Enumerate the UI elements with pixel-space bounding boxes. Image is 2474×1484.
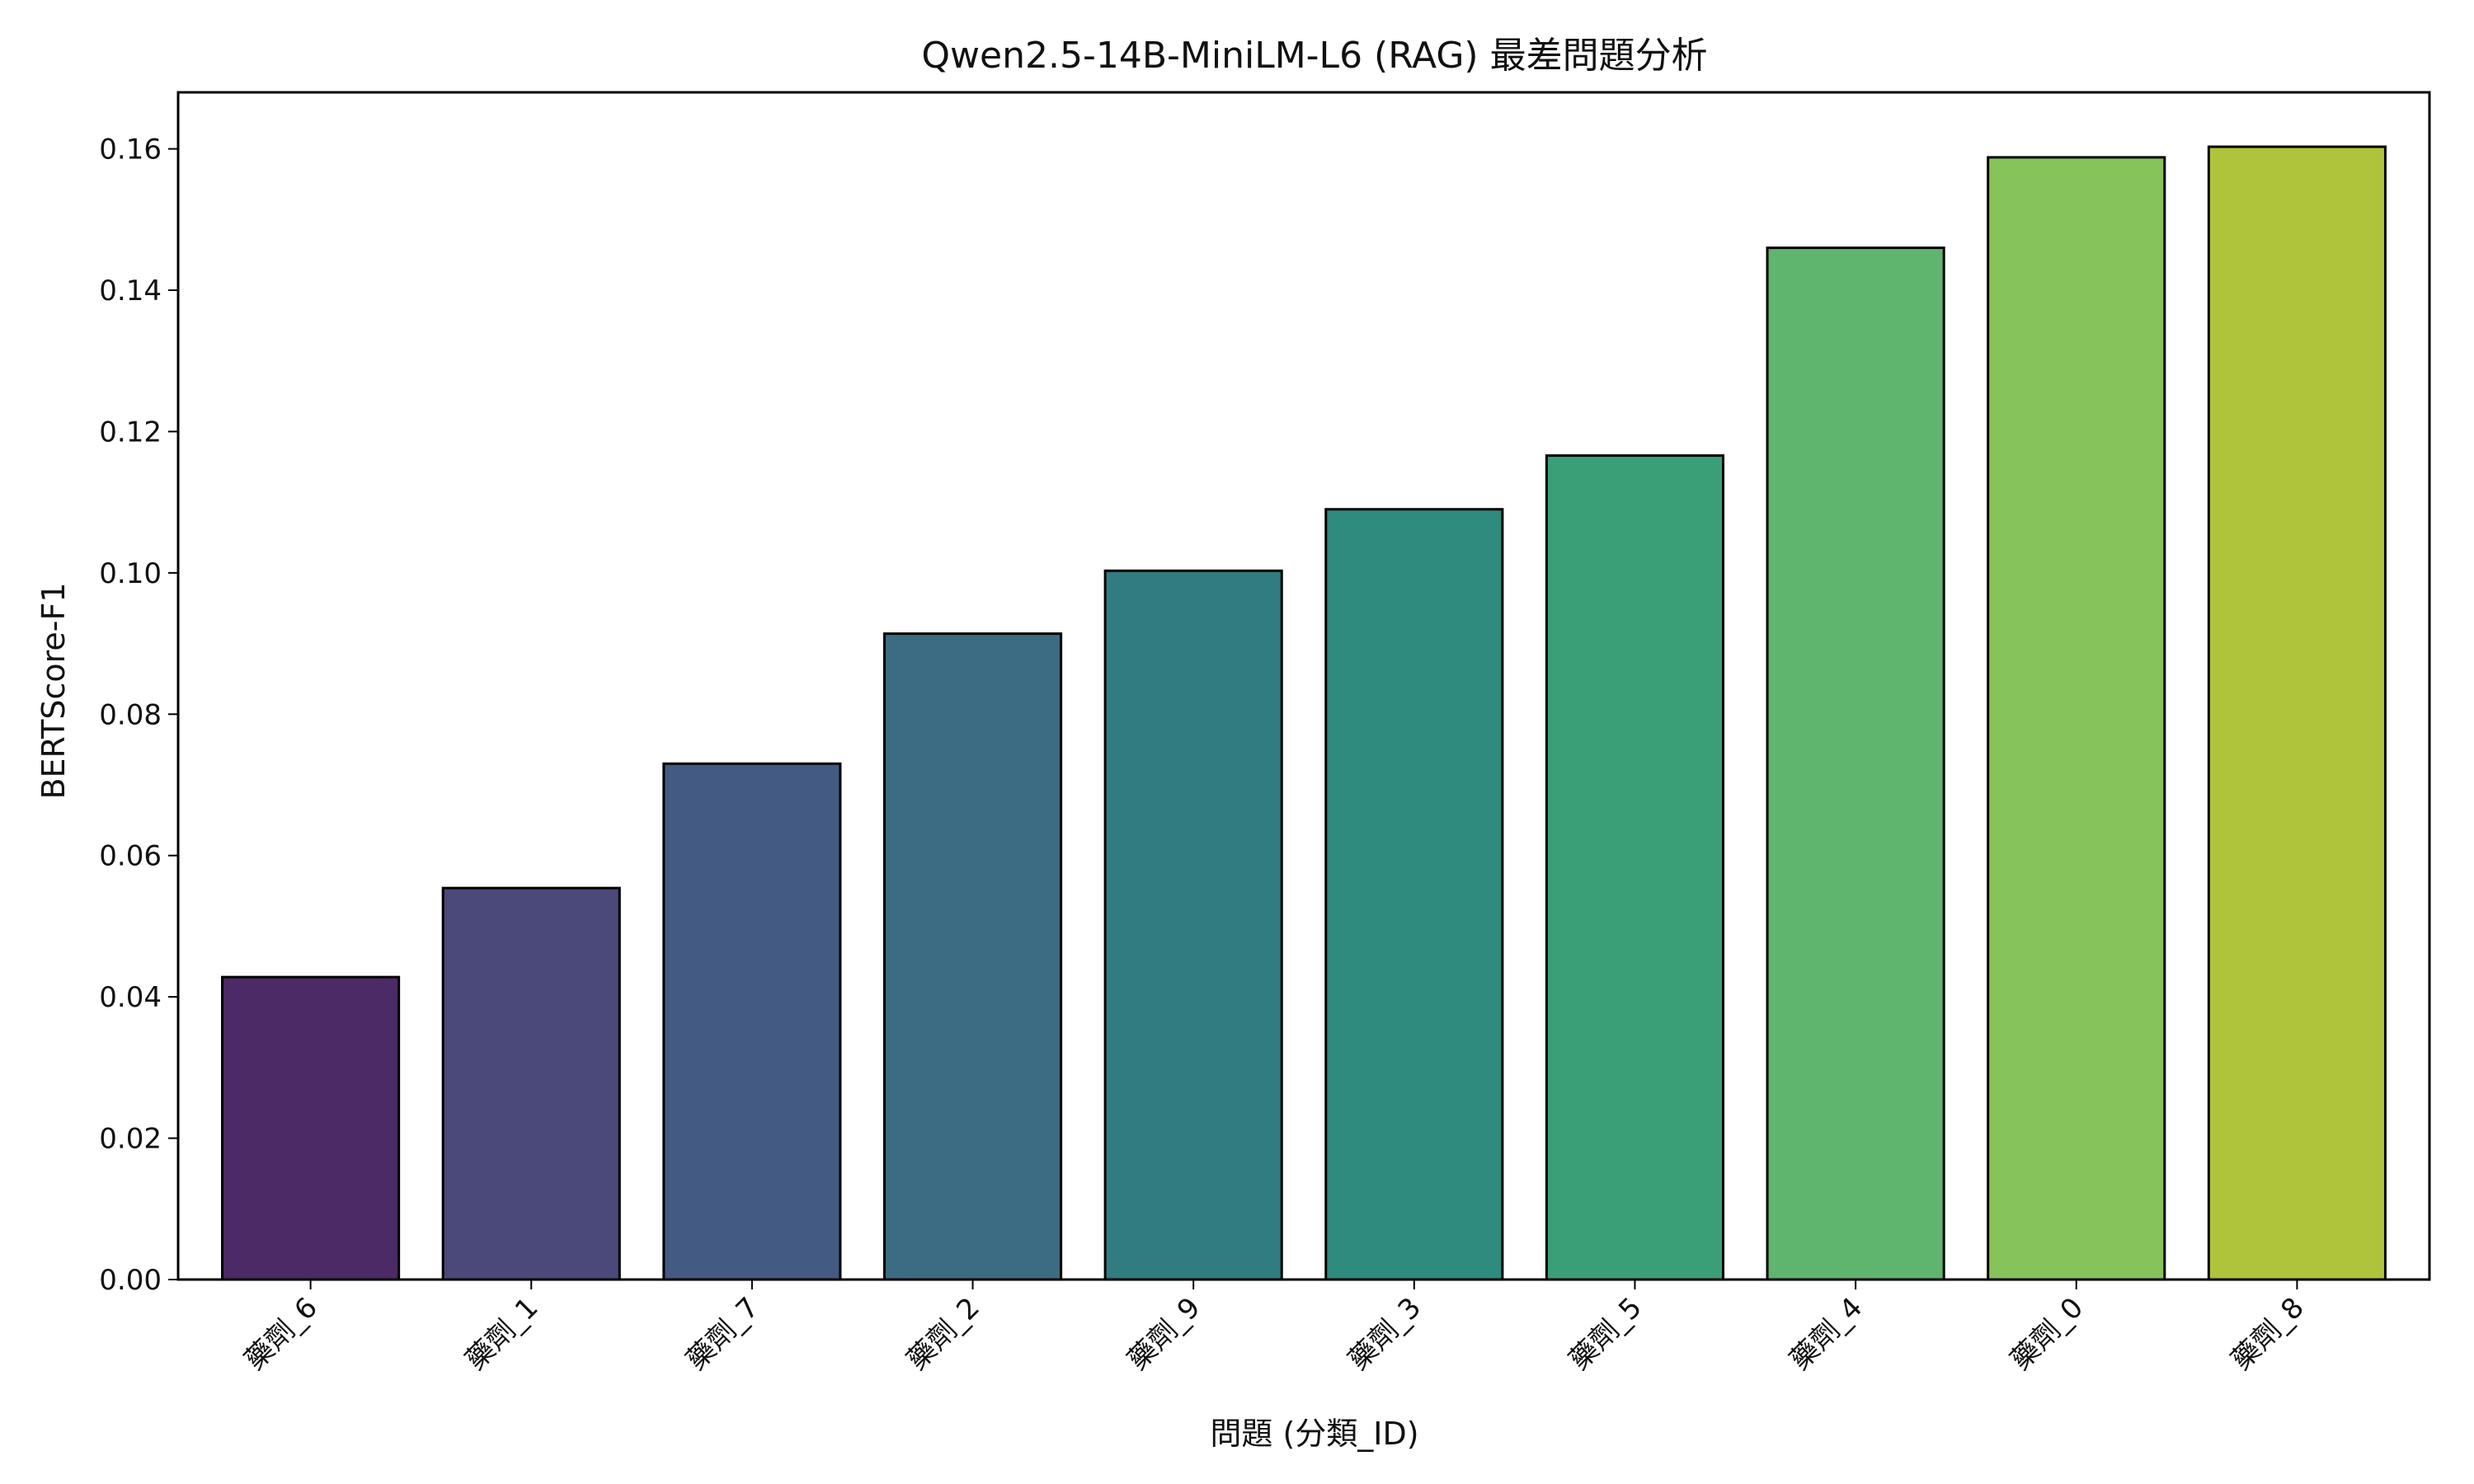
y-tick-label: 0.04 xyxy=(99,981,162,1014)
x-tick-label: 藥劑_0 xyxy=(2004,1291,2090,1377)
x-tick-label: 藥劑_3 xyxy=(1342,1291,1427,1377)
x-tick-label: 藥劑_5 xyxy=(1563,1291,1649,1377)
bar xyxy=(882,632,1063,1281)
bar xyxy=(221,975,401,1281)
bar xyxy=(1324,508,1504,1281)
bar xyxy=(1103,569,1283,1281)
y-tick-label: 0.14 xyxy=(99,275,162,308)
bar xyxy=(1545,454,1725,1281)
bar xyxy=(1766,247,1945,1281)
x-tick-label: 藥劑_2 xyxy=(901,1291,986,1377)
y-tick-label: 0.08 xyxy=(99,698,162,731)
y-tick-label: 0.00 xyxy=(99,1264,162,1297)
y-tick-label: 0.12 xyxy=(99,416,162,448)
chart-title: Qwen2.5-14B-MiniLM-L6 (RAG) 最差問題分析 xyxy=(921,35,1707,77)
bar xyxy=(662,762,842,1281)
y-axis-label: BERTScore-F1 xyxy=(35,582,72,799)
plot-frame xyxy=(176,91,2431,1281)
y-tick-label: 0.02 xyxy=(99,1123,162,1156)
x-tick-label: 藥劑_4 xyxy=(1784,1291,1870,1377)
y-tick-label: 0.06 xyxy=(99,840,162,873)
y-tick-label: 0.16 xyxy=(99,134,162,167)
x-tick-label: 藥劑_6 xyxy=(238,1291,324,1377)
x-tick-label: 藥劑_1 xyxy=(459,1291,545,1377)
bar xyxy=(1987,156,2166,1281)
x-tick-label: 藥劑_7 xyxy=(680,1291,766,1377)
x-axis-ticks: 藥劑_6 藥劑_1 藥劑_7 藥劑_2 藥劑_9 藥劑_3 藥劑_5 藥劑_4 藥劑_0 藥劑_8 xyxy=(238,1280,2311,1377)
y-tick-label: 0.10 xyxy=(99,557,162,590)
x-tick-label: 藥劑_9 xyxy=(1122,1291,1207,1377)
y-axis-ticks: 0.00 0.02 0.04 0.06 0.08 0.10 0.12 0.14 0.16 xyxy=(99,134,178,1297)
x-axis-label: 問題 (分類_ID) xyxy=(1210,1416,1418,1452)
bars xyxy=(221,145,2387,1281)
x-tick-label: 藥劑_8 xyxy=(2225,1291,2311,1377)
bar xyxy=(441,886,621,1281)
bar xyxy=(2207,145,2387,1281)
